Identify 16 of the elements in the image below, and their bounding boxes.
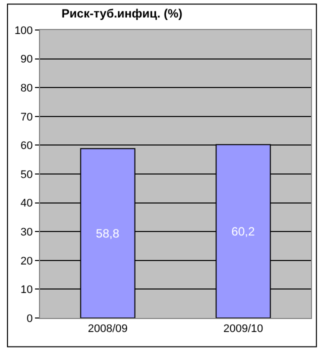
y-tick-label: 40 [20, 198, 33, 210]
data-label: 60,2 [231, 224, 256, 238]
y-tick-label: 100 [14, 24, 33, 37]
y-tick-label: 30 [20, 226, 33, 238]
y-tick-label: 10 [20, 284, 33, 296]
y-tick-label: 90 [20, 54, 33, 66]
y-tick-label: 80 [20, 82, 33, 94]
y-tick-label: 0 [26, 312, 33, 325]
y-tick-label: 60 [20, 140, 33, 152]
y-tick-label: 20 [20, 255, 33, 268]
data-label: 58,8 [96, 226, 120, 240]
y-tick-label: 70 [20, 111, 33, 124]
y-tick-label: 50 [20, 168, 33, 181]
x-tick-label: 2009/10 [223, 323, 264, 336]
chart-title: Риск-туб.инфиц. (%) [62, 6, 182, 20]
x-tick-label: 2008/09 [88, 323, 128, 336]
